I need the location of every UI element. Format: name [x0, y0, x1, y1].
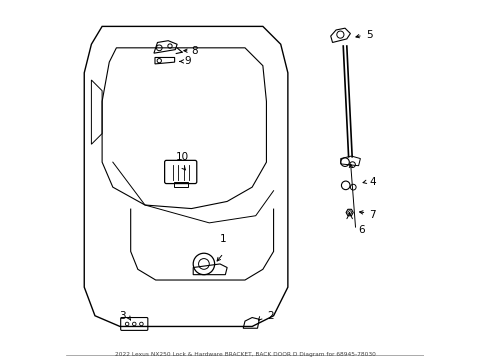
Text: 3: 3 — [119, 311, 126, 321]
Text: 6: 6 — [358, 225, 365, 235]
Text: 2: 2 — [268, 311, 274, 321]
Text: 1: 1 — [220, 234, 227, 244]
Text: 10: 10 — [176, 153, 189, 162]
Text: 4: 4 — [369, 177, 376, 187]
Text: 2022 Lexus NX250 Lock & Hardware BRACKET, BACK DOOR D Diagram for 68945-78030: 2022 Lexus NX250 Lock & Hardware BRACKET… — [115, 352, 375, 357]
Bar — [173, 182, 188, 187]
Text: 9: 9 — [184, 57, 191, 66]
Text: 5: 5 — [366, 30, 372, 40]
Text: 8: 8 — [191, 46, 198, 56]
Text: 7: 7 — [369, 210, 376, 220]
